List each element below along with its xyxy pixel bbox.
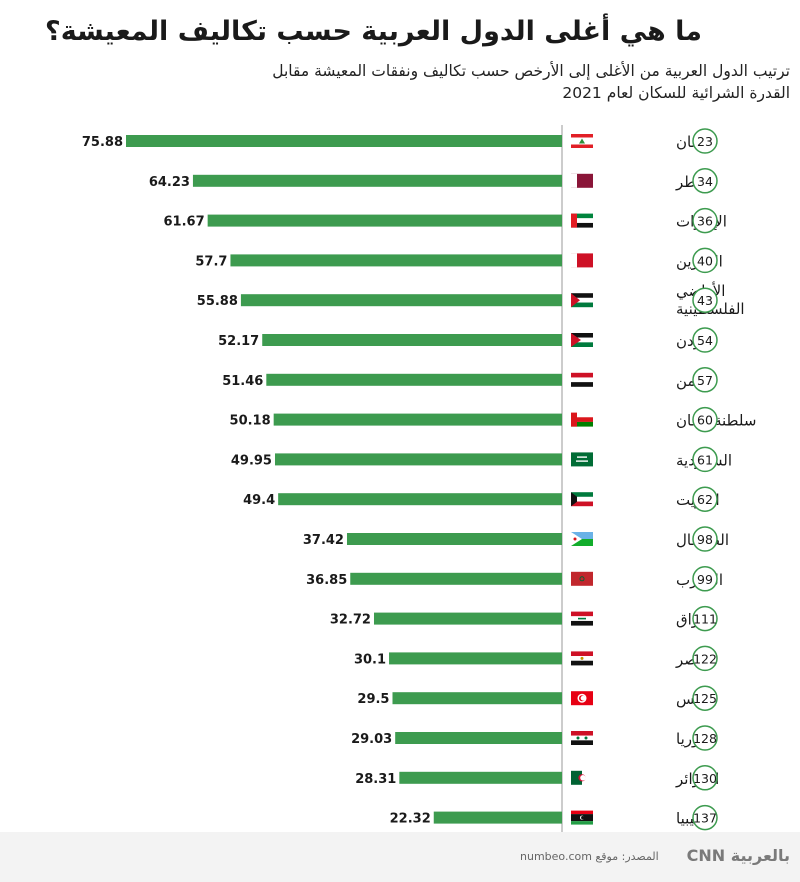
rank-label-8: 60: [697, 413, 713, 428]
rank-label-1: 23: [697, 134, 713, 149]
oman-flag-icon: [571, 412, 593, 427]
rank-label-15: 125: [693, 691, 717, 706]
rank-circle-2: [692, 168, 718, 194]
bar-value-label-9: 49.95: [231, 453, 272, 468]
bar-value-label-17: 28.31: [355, 772, 396, 787]
subtitle-line-2: القدرة الشرائية للسكان لعام 2021: [562, 84, 790, 102]
bar-value-label-5: 55.88: [197, 294, 238, 309]
libya-flag-icon: [571, 810, 593, 825]
bahrain-flag-icon: [571, 253, 593, 268]
rank-circle-5: [692, 287, 718, 313]
rank-circle-4: [692, 247, 718, 274]
algeria-flag-icon: [571, 770, 593, 785]
rank-circle-7: [692, 367, 718, 393]
rank-circle-9: [692, 446, 718, 473]
bar-value-label-10: 49.4: [243, 493, 275, 508]
bar-value-label-11: 37.42: [303, 533, 344, 548]
iraq-flag-icon: [571, 611, 593, 626]
bar-13: [373, 612, 562, 625]
rank-label-9: 61: [697, 452, 713, 467]
rank-circle-13: [692, 605, 718, 632]
qatar-flag-icon: [571, 173, 593, 188]
egypt-flag-icon: [571, 651, 593, 666]
bar-value-label-1: 75.88: [82, 135, 123, 150]
rank-label-6: 54: [697, 333, 713, 348]
rank-circle-16: [692, 725, 718, 751]
rank-label-11: 98: [697, 532, 713, 547]
lebanon-flag-icon: [571, 134, 593, 148]
rank-circle-1: [692, 128, 718, 154]
jordan-flag-icon: [571, 333, 593, 347]
bar-3: [207, 214, 562, 227]
rank-label-14: 122: [693, 651, 717, 666]
bar-7: [266, 373, 562, 386]
bar-value-label-4: 57.7: [195, 254, 227, 269]
bar-15: [392, 692, 562, 705]
chart-subtitle: ترتيب الدول العربية من الأغلى إلى الأرخص…: [90, 60, 790, 104]
bar-6: [262, 334, 562, 346]
rank-label-18: 137: [693, 811, 717, 826]
bar-8: [273, 413, 562, 426]
footer-bar: [0, 832, 800, 882]
rank-label-4: 40: [697, 253, 713, 268]
bar-value-label-12: 36.85: [306, 573, 347, 588]
rank-label-7: 57: [697, 373, 713, 388]
rank-circle-8: [692, 406, 718, 433]
rank-label-5: 43: [697, 293, 713, 308]
rank-circle-3: [692, 207, 718, 234]
bar-4: [230, 254, 562, 267]
saudi-flag-icon: [571, 452, 593, 467]
rank-circle-11: [692, 526, 718, 552]
tunisia-flag-icon: [571, 691, 593, 706]
rank-label-2: 34: [697, 174, 713, 189]
rank-label-12: 99: [697, 572, 713, 587]
bar-value-label-16: 29.03: [351, 732, 392, 747]
subtitle-line-1: ترتيب الدول العربية من الأغلى إلى الأرخص…: [272, 62, 790, 80]
bar-16: [395, 732, 562, 744]
bar-1: [126, 135, 562, 147]
bar-14: [389, 652, 562, 665]
syria-flag-icon: [571, 731, 593, 745]
bar-2: [192, 174, 562, 187]
bar-value-label-18: 22.32: [390, 812, 431, 827]
bar-value-label-3: 61.67: [164, 215, 205, 230]
kuwait-flag-icon: [571, 492, 593, 507]
rank-circle-18: [692, 804, 718, 831]
bar-11: [346, 533, 562, 545]
rank-label-16: 128: [693, 731, 717, 746]
rank-circle-15: [692, 685, 718, 711]
bar-12: [350, 572, 562, 585]
bar-value-label-7: 51.46: [222, 374, 263, 389]
rank-circle-12: [692, 566, 718, 592]
bar-value-label-2: 64.23: [149, 175, 190, 190]
djibouti-flag-icon: [571, 532, 593, 546]
rank-circle-17: [692, 765, 718, 791]
cnn-arabic-logo: بالعربية CNN: [686, 846, 790, 865]
bar-value-label-14: 30.1: [354, 652, 386, 667]
rank-label-10: 62: [697, 492, 713, 507]
bar-17: [399, 771, 562, 784]
rank-circle-6: [692, 327, 718, 353]
morocco-flag-icon: [571, 571, 593, 586]
rank-label-13: 111: [693, 612, 717, 627]
rank-label-17: 130: [693, 771, 717, 786]
bar-10: [278, 493, 562, 506]
rank-circle-10: [692, 486, 718, 512]
bar-9: [274, 453, 562, 466]
yemen-flag-icon: [571, 372, 593, 387]
bar-value-label-8: 50.18: [230, 414, 271, 429]
uae-flag-icon: [571, 213, 593, 228]
source-note: المصدر: موقع numbeo.com: [520, 850, 659, 863]
rank-label-3: 36: [697, 214, 713, 229]
bar-value-label-15: 29.5: [357, 692, 389, 707]
rank-circle-14: [692, 645, 718, 672]
bar-value-label-13: 32.72: [330, 613, 371, 628]
bar-5: [240, 294, 563, 307]
chart-title: ما هي أغلى الدول العربية حسب تكاليف المع…: [45, 16, 702, 47]
palestine-flag-icon: [571, 293, 593, 308]
bar-value-label-6: 52.17: [218, 334, 259, 349]
bar-18: [433, 811, 562, 824]
